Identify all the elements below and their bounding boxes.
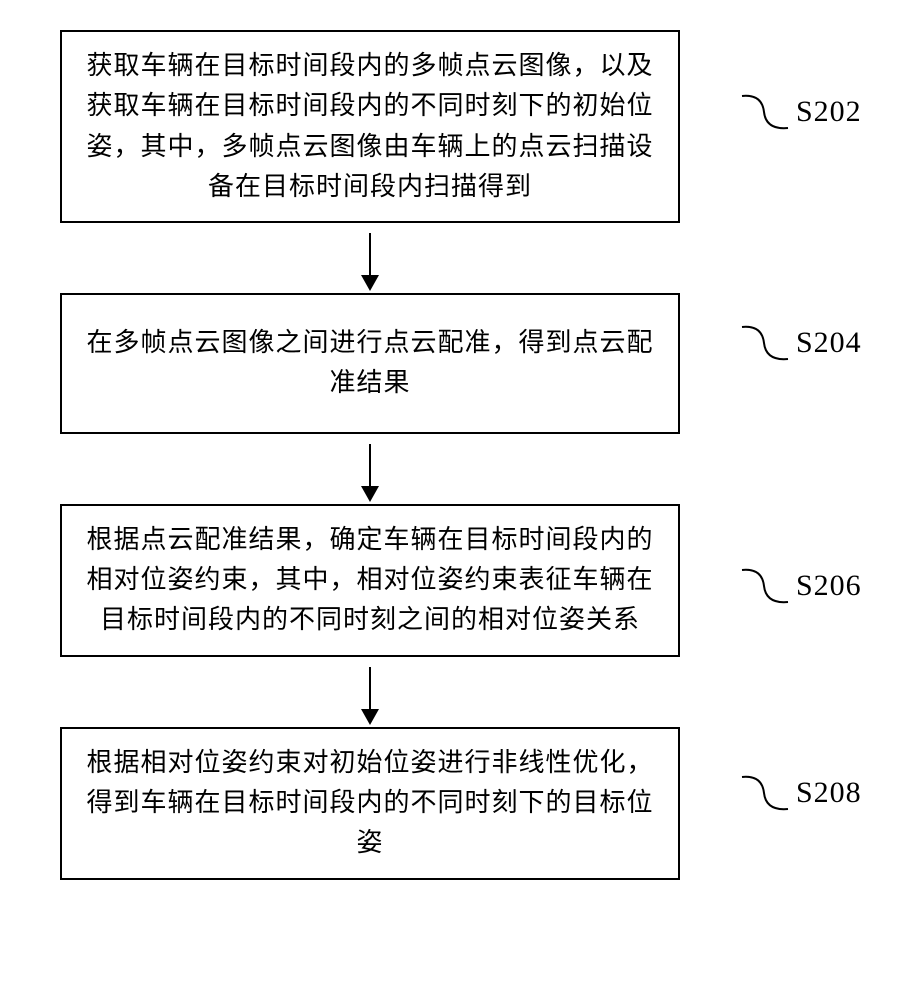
arrow-head-icon <box>361 709 379 725</box>
brace-icon <box>740 92 790 132</box>
flow-box: 在多帧点云图像之间进行点云配准，得到点云配准结果 <box>60 293 680 434</box>
brace-icon <box>740 773 790 813</box>
flow-arrow <box>60 223 680 293</box>
flow-box-text: 根据相对位姿约束对初始位姿进行非线性优化，得到车辆在目标时间段内的不同时刻下的目… <box>84 743 656 864</box>
arrow-head-icon <box>361 486 379 502</box>
flowchart-container: 获取车辆在目标时间段内的多帧点云图像，以及获取车辆在目标时间段内的不同时刻下的初… <box>0 0 901 880</box>
flow-arrow <box>60 657 680 727</box>
brace-icon <box>740 323 790 363</box>
flow-step: 根据点云配准结果，确定车辆在目标时间段内的相对位姿约束，其中，相对位姿约束表征车… <box>60 504 901 657</box>
step-label-wrap: S206 <box>740 566 862 606</box>
arrow-head-icon <box>361 275 379 291</box>
flow-box: 根据点云配准结果，确定车辆在目标时间段内的相对位姿约束，其中，相对位姿约束表征车… <box>60 504 680 657</box>
brace-icon <box>740 566 790 606</box>
step-label-wrap: S202 <box>740 92 862 132</box>
flow-box-text: 根据点云配准结果，确定车辆在目标时间段内的相对位姿约束，其中，相对位姿约束表征车… <box>84 520 656 641</box>
step-label-wrap: S208 <box>740 773 862 813</box>
flow-box-text: 在多帧点云图像之间进行点云配准，得到点云配准结果 <box>84 323 656 404</box>
step-id-label: S206 <box>796 569 862 603</box>
flow-box-text: 获取车辆在目标时间段内的多帧点云图像，以及获取车辆在目标时间段内的不同时刻下的初… <box>84 46 656 207</box>
step-id-label: S208 <box>796 776 862 810</box>
flow-box: 获取车辆在目标时间段内的多帧点云图像，以及获取车辆在目标时间段内的不同时刻下的初… <box>60 30 680 223</box>
step-label-wrap: S204 <box>740 323 862 363</box>
flow-step: 在多帧点云图像之间进行点云配准，得到点云配准结果 S204 <box>60 293 901 434</box>
flow-arrow <box>60 434 680 504</box>
step-id-label: S202 <box>796 95 862 129</box>
flow-box: 根据相对位姿约束对初始位姿进行非线性优化，得到车辆在目标时间段内的不同时刻下的目… <box>60 727 680 880</box>
flow-step: 获取车辆在目标时间段内的多帧点云图像，以及获取车辆在目标时间段内的不同时刻下的初… <box>60 30 901 223</box>
flow-step: 根据相对位姿约束对初始位姿进行非线性优化，得到车辆在目标时间段内的不同时刻下的目… <box>60 727 901 880</box>
step-id-label: S204 <box>796 326 862 360</box>
